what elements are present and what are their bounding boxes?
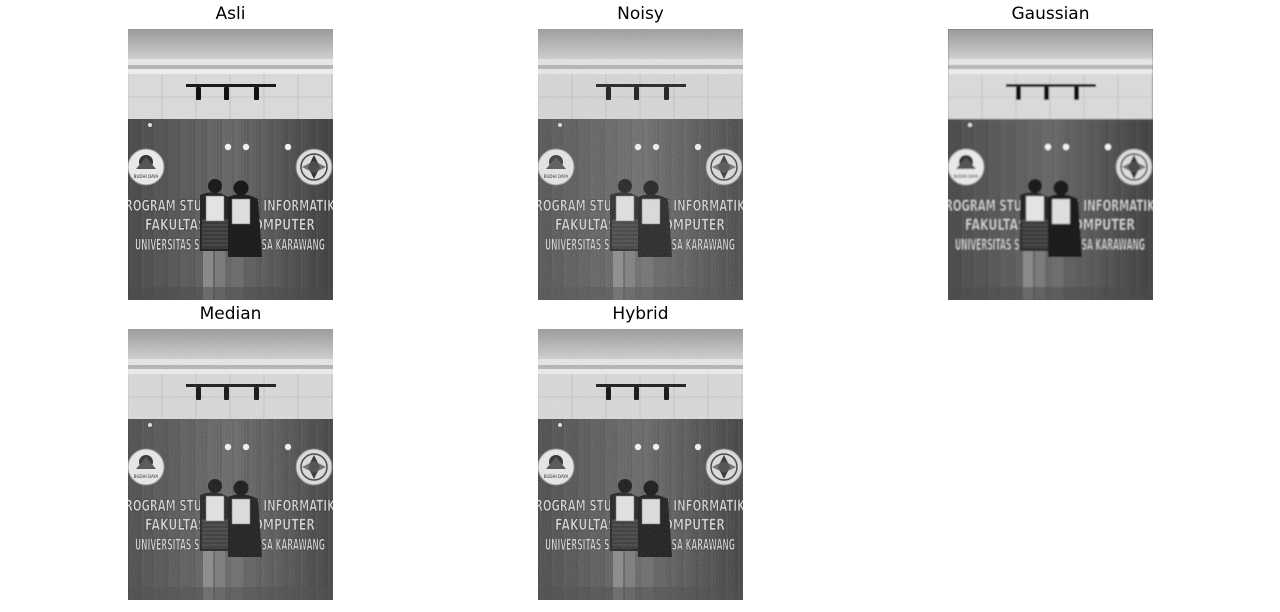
noise-overlay bbox=[538, 29, 743, 300]
logo-left: BUDHI DAYA bbox=[128, 148, 165, 186]
people bbox=[200, 179, 262, 300]
panel-title: Noisy bbox=[617, 4, 664, 24]
logo-left: BUDHI DAYA bbox=[948, 148, 985, 186]
panel-title: Median bbox=[199, 304, 262, 324]
panel-title: Gaussian bbox=[1011, 4, 1090, 24]
svg-text:BUDHI DAYA: BUDHI DAYA bbox=[134, 174, 159, 179]
track-light bbox=[1006, 84, 1096, 87]
logo-right bbox=[295, 148, 333, 186]
track-light bbox=[186, 84, 276, 87]
panel-title: Hybrid bbox=[612, 304, 669, 324]
people bbox=[1020, 179, 1082, 300]
svg-text:BUDHI DAYA: BUDHI DAYA bbox=[954, 174, 979, 179]
panel-title: Asli bbox=[215, 4, 246, 24]
noise-overlay bbox=[538, 329, 743, 600]
noise-overlay bbox=[128, 329, 333, 600]
logo-right bbox=[1115, 148, 1153, 186]
